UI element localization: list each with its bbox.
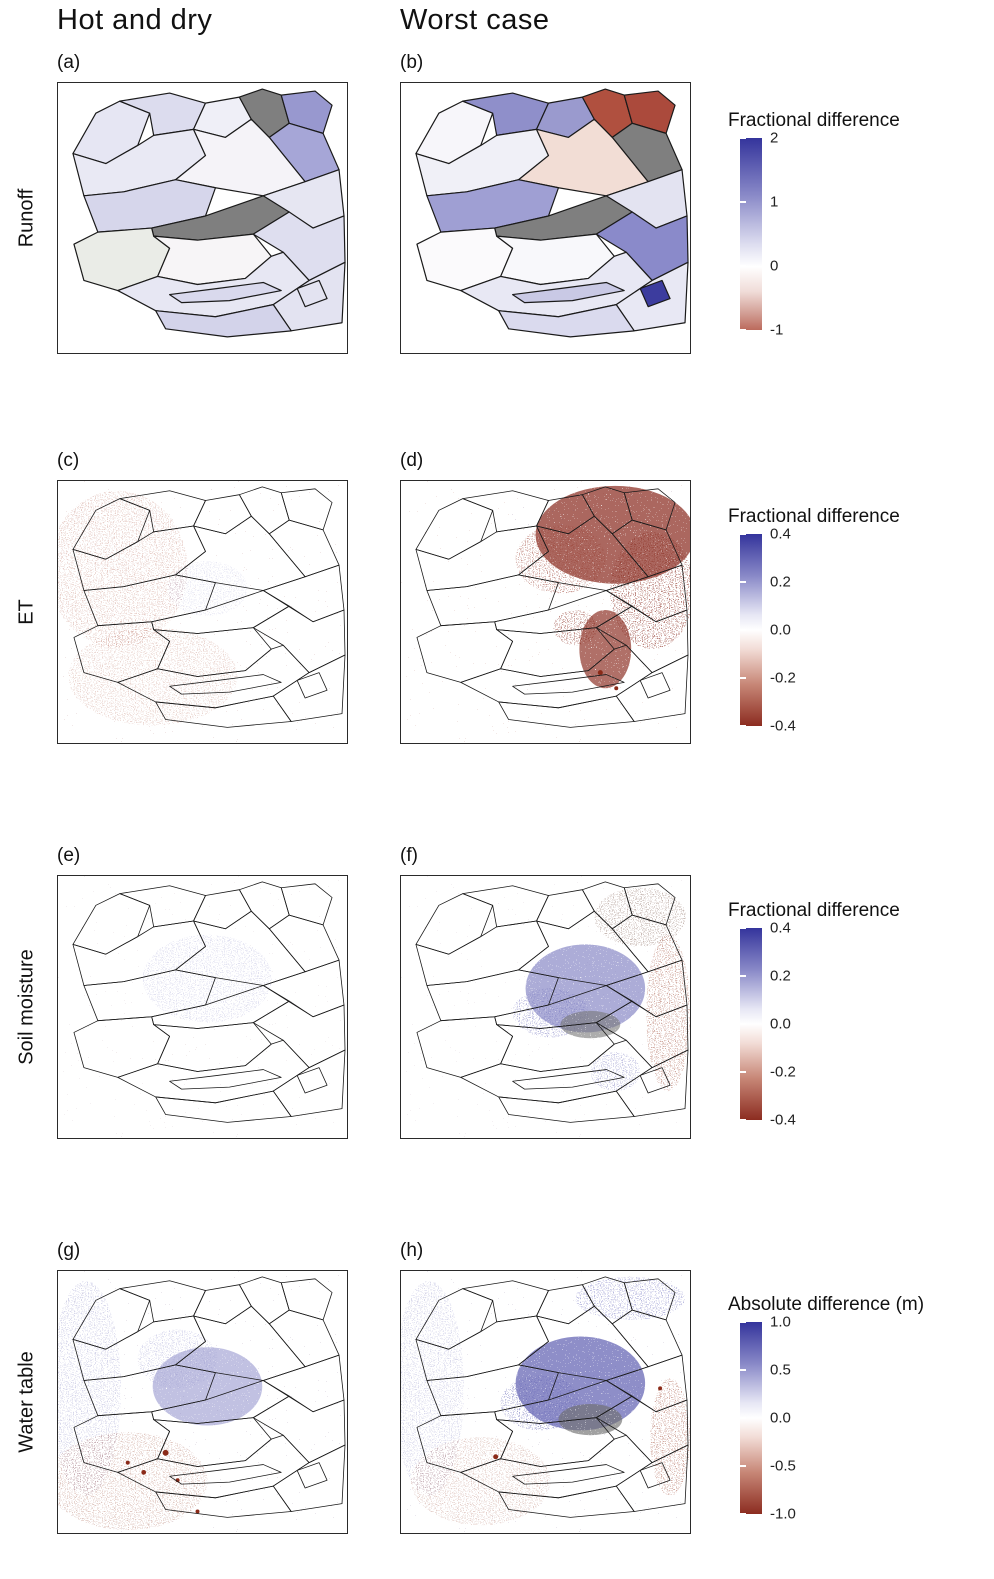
legend-water-table: Absolute difference (m) 1.0 0.5 0.0 -0.5… <box>728 1294 978 1524</box>
map-panel-b <box>400 82 691 354</box>
colorbar-water-table <box>740 1321 762 1515</box>
colorbar-tick-labels-runoff: 2 1 0 -1 <box>770 130 830 339</box>
colorbar-runoff <box>740 137 762 331</box>
map-svg-c <box>58 481 347 743</box>
colorbar-tick-label: 0.5 <box>770 1361 791 1379</box>
legend-runoff: Fractional difference 2 1 0 -1 <box>728 110 978 340</box>
colorbar-tick-label: -0.4 <box>770 717 796 735</box>
panel-label-g: (g) <box>57 1240 81 1261</box>
colorbar-tickmark <box>740 1465 746 1467</box>
column-header-hot-and-dry: Hot and dry <box>57 4 213 36</box>
colorbar-tick-label: 1 <box>770 193 779 211</box>
colorbar-et <box>740 533 762 727</box>
row-label-water-table: Water table <box>15 1351 38 1453</box>
legend-title-runoff: Fractional difference <box>728 110 900 131</box>
map-svg-f <box>401 876 690 1138</box>
colorbar-tickmark <box>740 1513 746 1515</box>
colorbar-tick-label: -0.5 <box>770 1457 796 1475</box>
colorbar-tick-label: -1.0 <box>770 1505 796 1523</box>
map-svg-g <box>58 1271 347 1533</box>
colorbar-tickmark <box>740 725 746 727</box>
colorbar-tick-label: 0 <box>770 257 779 275</box>
colorbar-tick-label: 0.2 <box>770 573 791 591</box>
colorbar-tickmark <box>740 137 746 139</box>
colorbar-tickmark <box>740 581 746 583</box>
colorbar-tickmark <box>740 533 746 535</box>
colorbar-tickmark <box>740 1071 746 1073</box>
colorbar-tickmark <box>740 677 746 679</box>
colorbar-tick-label: -1 <box>770 321 784 339</box>
colorbar-tickmark <box>740 927 746 929</box>
colorbar-tick-labels-et: 0.4 0.2 0.0 -0.2 -0.4 <box>770 526 830 735</box>
colorbar-tick-label: 1.0 <box>770 1313 791 1331</box>
map-panel-h <box>400 1270 691 1534</box>
map-panel-d <box>400 480 691 744</box>
colorbar-tick-label: 0.0 <box>770 1015 791 1033</box>
map-panel-f <box>400 875 691 1139</box>
panel-label-a: (a) <box>57 52 81 73</box>
colorbar-tick-label: -0.2 <box>770 669 796 687</box>
panel-label-f: (f) <box>400 845 418 866</box>
colorbar-tick-label: 0.0 <box>770 621 791 639</box>
legend-et: Fractional difference 0.4 0.2 0.0 -0.2 -… <box>728 506 978 736</box>
colorbar-tickmark <box>740 201 746 203</box>
map-svg-e <box>58 876 347 1138</box>
map-svg-h <box>401 1271 690 1533</box>
panel-label-e: (e) <box>57 845 81 866</box>
colorbar-tick-label: 2 <box>770 129 779 147</box>
colorbar-tickmark <box>740 629 746 631</box>
colorbar-tickmark <box>740 265 746 267</box>
column-header-worst-case: Worst case <box>400 4 550 36</box>
colorbar-tick-label: 0.2 <box>770 967 791 985</box>
map-panel-g <box>57 1270 348 1534</box>
colorbar-tick-labels-water-table: 1.0 0.5 0.0 -0.5 -1.0 <box>770 1314 830 1523</box>
row-label-runoff: Runoff <box>15 188 38 248</box>
panel-label-c: (c) <box>57 450 80 471</box>
colorbar-tick-label: 0.0 <box>770 1409 791 1427</box>
colorbar-tickmark <box>740 329 746 331</box>
colorbar-tick-labels-soil-moisture: 0.4 0.2 0.0 -0.2 -0.4 <box>770 920 830 1129</box>
panel-label-h: (h) <box>400 1240 424 1261</box>
colorbar-tickmark <box>740 1369 746 1371</box>
legend-title-soil-moisture: Fractional difference <box>728 900 900 921</box>
colorbar-tickmark <box>740 1119 746 1121</box>
legend-title-water-table: Absolute difference (m) <box>728 1294 925 1315</box>
colorbar-tick-label: -0.4 <box>770 1111 796 1129</box>
colorbar-tick-label: 0.4 <box>770 919 791 937</box>
row-label-et: ET <box>15 599 38 625</box>
map-panel-e <box>57 875 348 1139</box>
colorbar-tick-label: 0.4 <box>770 525 791 543</box>
colorbar-tickmark <box>740 1417 746 1419</box>
map-svg-d <box>401 481 690 743</box>
map-panel-c <box>57 480 348 744</box>
legend-soil-moisture: Fractional difference 0.4 0.2 0.0 -0.2 -… <box>728 900 978 1130</box>
map-svg-b <box>401 83 690 353</box>
colorbar-tickmark <box>740 1321 746 1323</box>
legend-title-et: Fractional difference <box>728 506 900 527</box>
panel-label-b: (b) <box>400 52 424 73</box>
colorbar-soil-moisture <box>740 927 762 1121</box>
colorbar-tickmark <box>740 975 746 977</box>
row-label-soil-moisture: Soil moisture <box>15 949 38 1065</box>
panel-label-d: (d) <box>400 450 424 471</box>
colorbar-tickmark <box>740 1023 746 1025</box>
map-svg-a <box>58 83 347 353</box>
map-panel-a <box>57 82 348 354</box>
colorbar-tick-label: -0.2 <box>770 1063 796 1081</box>
